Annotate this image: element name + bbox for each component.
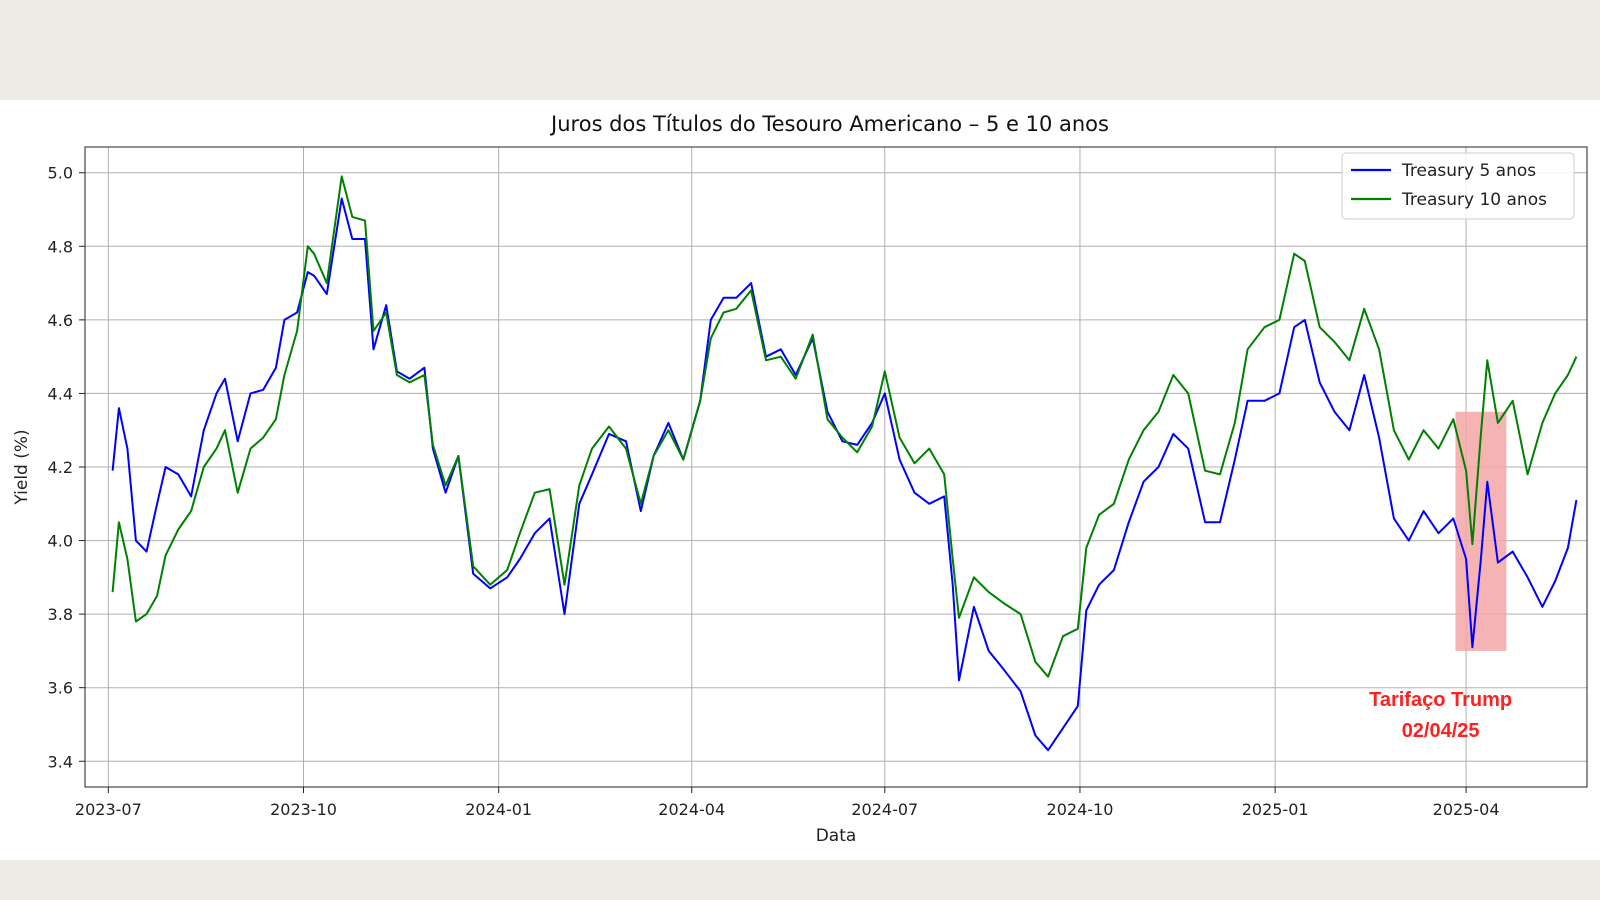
y-tick-label: 3.6 bbox=[48, 679, 73, 698]
x-tick-label: 2024-10 bbox=[1047, 800, 1114, 819]
x-tick-label: 2025-04 bbox=[1433, 800, 1500, 819]
series-line-10y bbox=[111, 175, 1578, 678]
y-tick-label: 4.8 bbox=[48, 237, 73, 256]
highlight-rect bbox=[1455, 411, 1507, 651]
legend: Treasury 5 anos Treasury 10 anos bbox=[1341, 152, 1575, 220]
grid bbox=[85, 147, 1587, 787]
series-line-5y bbox=[111, 197, 1578, 752]
annotation-text: 02/04/25 bbox=[1402, 720, 1480, 742]
highlight-region bbox=[1455, 411, 1507, 651]
legend-label: Treasury 5 anos bbox=[1401, 161, 1536, 181]
legend-label: Treasury 10 anos bbox=[1401, 190, 1547, 210]
x-tick-label: 2025-01 bbox=[1242, 800, 1309, 819]
y-tick-label: 3.4 bbox=[48, 752, 73, 771]
y-tick-label: 4.4 bbox=[48, 384, 73, 403]
y-tick-label: 3.8 bbox=[48, 605, 73, 624]
chart-figure: Juros dos Títulos do Tesouro Americano –… bbox=[0, 100, 1600, 860]
y-tick-label: 4.0 bbox=[48, 532, 73, 551]
x-tick-label: 2023-07 bbox=[75, 800, 142, 819]
x-tick-label: 2024-01 bbox=[465, 800, 532, 819]
annotation: Tarifaço Trump 02/04/25 bbox=[1369, 689, 1512, 742]
y-tick-label: 4.6 bbox=[48, 311, 73, 330]
y-axis: 3.4 3.6 3.8 4.0 4.2 4.4 4.6 4.8 5.0 bbox=[48, 164, 85, 771]
y-axis-title: Yield (%) bbox=[12, 429, 32, 505]
x-axis: 2023-07 2023-10 2024-01 2024-04 2024-07 2024-… bbox=[75, 787, 1500, 819]
x-axis-title: Data bbox=[816, 826, 857, 846]
series-lines bbox=[111, 175, 1578, 752]
chart-title: Juros dos Títulos do Tesouro Americano –… bbox=[549, 112, 1109, 136]
y-tick-label: 4.2 bbox=[48, 458, 73, 477]
x-tick-label: 2023-10 bbox=[270, 800, 337, 819]
line-chart: Juros dos Títulos do Tesouro Americano –… bbox=[12, 112, 1588, 846]
x-tick-label: 2024-07 bbox=[851, 800, 918, 819]
legend-box bbox=[1341, 152, 1575, 220]
x-tick-label: 2024-04 bbox=[658, 800, 725, 819]
y-tick-label: 5.0 bbox=[48, 164, 73, 183]
annotation-text: Tarifaço Trump bbox=[1369, 689, 1512, 711]
